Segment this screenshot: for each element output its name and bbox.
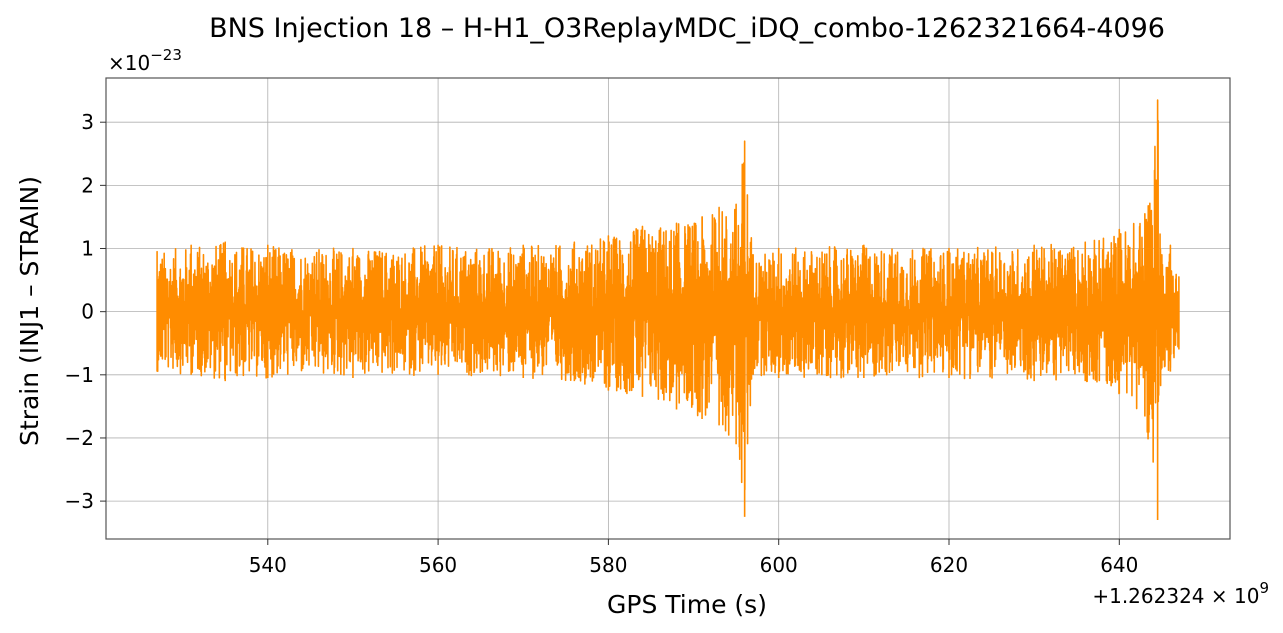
y-tick-label: −2 bbox=[65, 426, 94, 450]
series-strain bbox=[156, 99, 1180, 521]
y-tick-label: 2 bbox=[81, 173, 94, 197]
y-tick-label: 3 bbox=[81, 110, 94, 134]
x-tick-label: 580 bbox=[589, 553, 627, 577]
y-axis-ticks: −3 −2 −1 0 1 2 3 bbox=[65, 110, 106, 513]
x-tick-label: 540 bbox=[249, 553, 287, 577]
y-tick-label: 1 bbox=[81, 237, 94, 261]
x-offset-label: +1.262324 × 109 bbox=[1092, 579, 1269, 608]
y-scale-multiplier: ×10−23 bbox=[108, 46, 182, 75]
x-axis-ticks: 540 560 580 600 620 640 bbox=[249, 539, 1138, 577]
y-axis-label: Strain (INJ1 – STRAIN) bbox=[15, 176, 44, 446]
x-tick-label: 560 bbox=[419, 553, 457, 577]
x-tick-label: 620 bbox=[930, 553, 968, 577]
y-tick-label: 0 bbox=[81, 300, 94, 324]
y-tick-label: −1 bbox=[65, 363, 94, 387]
y-tick-label: −3 bbox=[65, 489, 94, 513]
x-tick-label: 640 bbox=[1100, 553, 1138, 577]
x-axis-label: GPS Time (s) bbox=[607, 590, 767, 619]
chart-title: BNS Injection 18 – H-H1_O3ReplayMDC_iDQ_… bbox=[209, 13, 1165, 44]
plot-frame bbox=[105, 77, 1231, 540]
strain-line bbox=[156, 99, 1180, 521]
x-tick-label: 600 bbox=[760, 553, 798, 577]
